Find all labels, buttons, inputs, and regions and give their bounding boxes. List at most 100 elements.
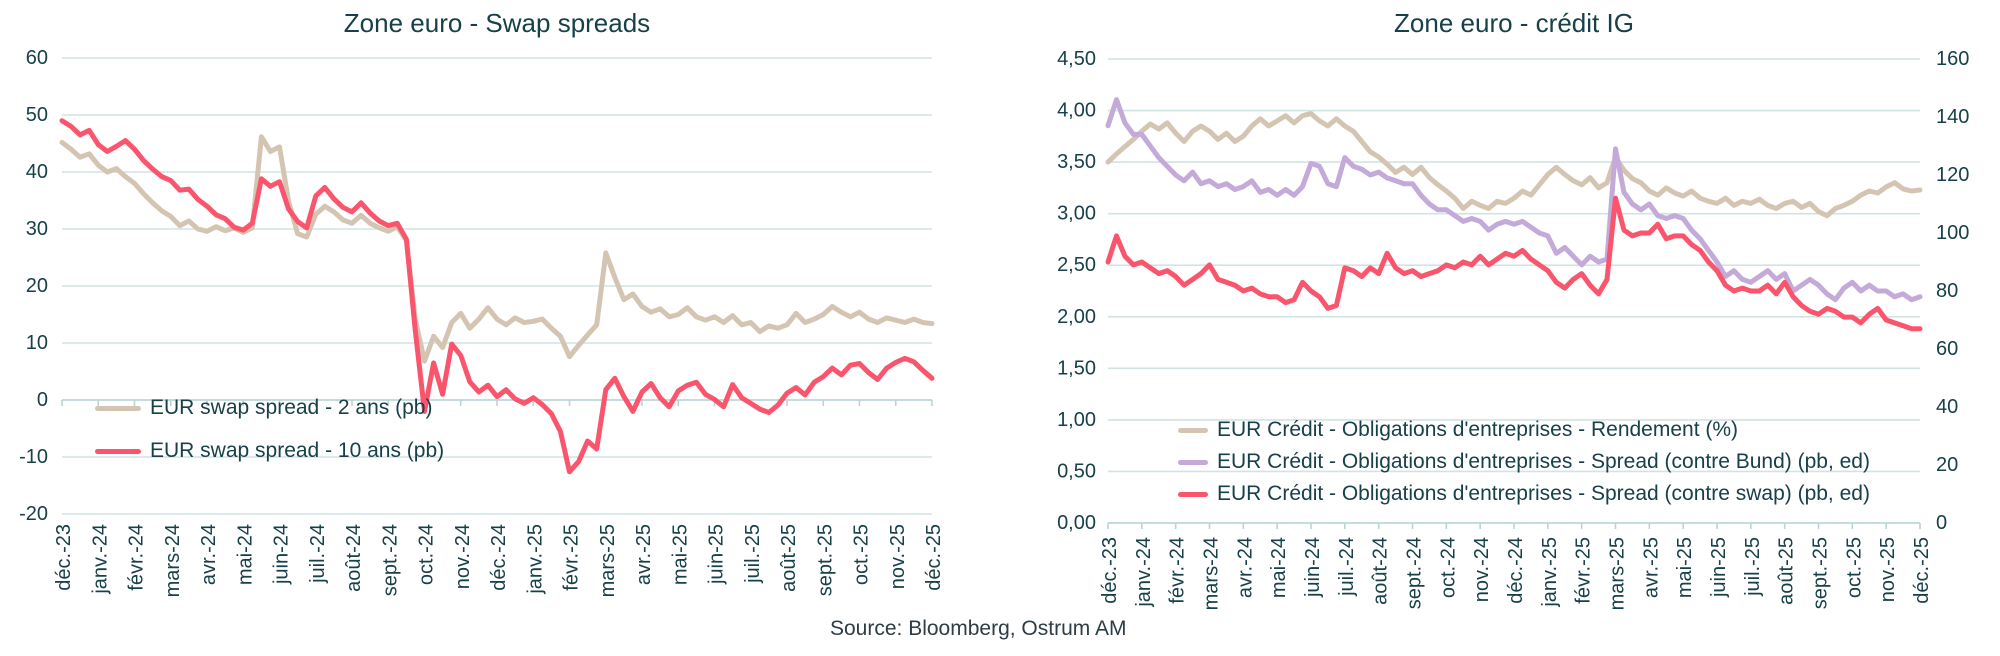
y-axis-tick-label: 0,00 <box>1057 512 1096 534</box>
y-axis-tick-label: -10 <box>19 446 48 468</box>
right-chart-legend: EUR Crédit - Obligations d'entreprises -… <box>1178 417 1870 507</box>
x-axis-tick-label: mars-24 <box>1201 537 1223 610</box>
x-axis-tick-label: août-24 <box>343 524 365 592</box>
source-note: Source: Bloomberg, Ostrum AM <box>830 617 1127 640</box>
x-axis-tick-label: mai-24 <box>1268 537 1290 598</box>
x-axis-tick-label: déc.-24 <box>1505 537 1527 604</box>
x-axis-tick-label: avr.-25 <box>633 524 655 585</box>
y-axis-tick-label: 30 <box>26 218 48 240</box>
legend-item: EUR Crédit - Obligations d'entreprises -… <box>1178 449 1870 475</box>
x-axis-tick-label: févr.-25 <box>1573 537 1595 604</box>
x-axis-tick-label: août-25 <box>1776 537 1798 605</box>
x-axis-tick-label: déc.-23 <box>53 524 75 591</box>
x-axis-tick-label: janv.-25 <box>1539 537 1561 608</box>
legend-item: EUR swap spread - 10 ans (pb) <box>95 438 444 464</box>
left-chart-title: Zone euro - Swap spreads <box>343 8 651 38</box>
legend-label: EUR Crédit - Obligations d'entreprises -… <box>1217 450 1870 473</box>
y-axis-tick-label: 40 <box>26 161 48 183</box>
x-axis-tick-label: sept.-25 <box>1810 537 1832 609</box>
right-chart-title: Zone euro - crédit IG <box>1394 8 1634 38</box>
x-axis-tick-label: sept.-24 <box>1404 537 1426 609</box>
x-axis-tick-label: déc.-23 <box>1099 537 1121 604</box>
x-axis-tick-label: avr.-25 <box>1640 537 1662 598</box>
y-axis-tick-label: 1,50 <box>1057 357 1096 379</box>
y-axis-tick-label: 10 <box>26 332 48 354</box>
legend-line-swatch <box>95 448 141 454</box>
y-axis-tick-label-right: 100 <box>1936 222 1969 244</box>
y-axis-tick-label-right: 80 <box>1936 280 1958 302</box>
y-axis-tick-label-right: 40 <box>1936 396 1958 418</box>
y-axis-tick-label-right: 120 <box>1936 164 1969 186</box>
x-axis-tick-label: déc.-25 <box>1911 537 1933 604</box>
x-axis-tick-label: mars-25 <box>1607 537 1629 610</box>
y-axis-tick-label-right: 0 <box>1936 512 1947 534</box>
x-axis-tick-label: juin-24 <box>1302 537 1324 598</box>
y-axis-tick-label-right: 60 <box>1936 338 1958 360</box>
y-axis-tick-label: 0 <box>37 389 48 411</box>
legend-line-swatch <box>1178 459 1208 465</box>
x-axis-tick-label: sept.-25 <box>814 524 836 596</box>
x-axis-tick-label: juil.-24 <box>307 524 329 584</box>
x-axis-tick-label: nov.-24 <box>1471 537 1493 602</box>
legend-item: EUR Crédit - Obligations d'entreprises -… <box>1178 417 1870 443</box>
y-axis-tick-label: 3,50 <box>1057 151 1096 173</box>
y-axis-tick-label: 2,00 <box>1057 306 1096 328</box>
y-axis-tick-label: 50 <box>26 104 48 126</box>
y-axis-tick-label-right: 160 <box>1936 48 1969 70</box>
x-axis-tick-label: juil.-25 <box>742 524 764 584</box>
legend-line-swatch <box>1178 427 1208 433</box>
x-axis-tick-label: janv.-24 <box>1133 537 1155 608</box>
x-axis-tick-label: juil.-25 <box>1742 537 1764 597</box>
x-axis-tick-label: déc.-25 <box>923 524 945 591</box>
x-axis-tick-label: mai-24 <box>234 524 256 585</box>
y-axis-tick-label: -20 <box>19 503 48 525</box>
x-axis-tick-label: oct.-24 <box>416 524 438 585</box>
x-axis-tick-label: juin-24 <box>271 524 293 585</box>
y-axis-tick-label: 0,50 <box>1057 460 1096 482</box>
x-axis: déc.-23 janv.-24 févr.-24 mars-24 avr.-24 mai… <box>53 399 945 597</box>
x-axis-tick-label: mai-25 <box>669 524 691 585</box>
x-axis-tick-label: juin-25 <box>1708 537 1730 598</box>
series-line <box>1105 195 1923 332</box>
x-axis-tick-label: mars-24 <box>162 524 184 597</box>
x-axis-tick-label: mars-25 <box>597 524 619 597</box>
x-axis-tick-label: oct.-25 <box>1843 537 1865 598</box>
series-line <box>59 118 935 475</box>
x-axis-tick-label: nov.-25 <box>1877 537 1899 602</box>
x-axis-tick-label: avr.-24 <box>1234 537 1256 598</box>
y-axis-tick-label: 4,00 <box>1057 100 1096 122</box>
x-axis-tick-label: août-24 <box>1370 537 1392 605</box>
x-axis-tick-label: août-25 <box>778 524 800 592</box>
x-axis-tick-label: févr.-25 <box>561 524 583 591</box>
series-line <box>1105 111 1923 219</box>
y-axis-tick-label: 3,00 <box>1057 203 1096 225</box>
series-line <box>1105 97 1923 303</box>
legend-label: EUR swap spread - 10 ans (pb) <box>150 439 445 462</box>
x-axis-tick-label: déc.-24 <box>488 524 510 591</box>
x-axis-tick-label: mai-25 <box>1674 537 1696 598</box>
legend-label: EUR swap spread - 2 ans (pb) <box>150 396 433 419</box>
x-axis-tick-label: juin-25 <box>706 524 728 585</box>
y-axis-tick-label-right: 20 <box>1936 454 1958 476</box>
x-axis-tick-label: oct.-24 <box>1437 537 1459 598</box>
x-axis-tick-label: janv.-24 <box>89 524 111 595</box>
left-chart-legend: EUR swap spread - 2 ans (pb) EUR swap sp… <box>95 395 444 464</box>
x-axis-tick-label: oct.-25 <box>851 524 873 585</box>
x-axis-tick-label: nov.-24 <box>452 524 474 589</box>
legend-line-swatch <box>1178 491 1208 497</box>
legend-item: EUR Crédit - Obligations d'entreprises -… <box>1178 481 1870 507</box>
x-axis-tick-label: juil.-24 <box>1336 537 1358 597</box>
legend-line-swatch <box>95 405 141 411</box>
y-axis-tick-label: 1,00 <box>1057 409 1096 431</box>
x-axis-tick-label: nov.-25 <box>887 524 909 589</box>
y-axis-tick-label: 2,50 <box>1057 254 1096 276</box>
x-axis-tick-label: févr.-24 <box>1167 537 1189 604</box>
x-axis: déc.-23 janv.-24 févr.-24 mars-24 avr.-24 mai… <box>1099 522 1933 610</box>
legend-label: EUR Crédit - Obligations d'entreprises -… <box>1217 482 1870 505</box>
y-axis-tick-label-right: 140 <box>1936 106 1969 128</box>
right-axis-ticks: 160 140 120 100 80 60 40 20 0 <box>1936 48 1969 534</box>
legend-item: EUR swap spread - 2 ans (pb) <box>95 395 444 421</box>
chart-1: 4,50 4,00 3,50 3,00 2,50 2,00 1,50 1,00 0,50 0,00… <box>1057 48 1969 610</box>
